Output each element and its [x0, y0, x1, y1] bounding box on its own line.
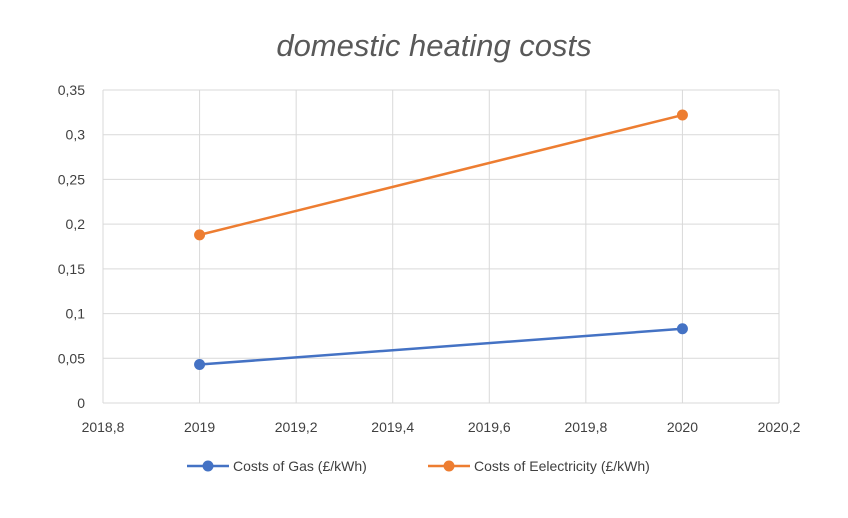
x-tick-label: 2019,8 — [564, 419, 607, 435]
x-tick-label: 2019,2 — [275, 419, 318, 435]
x-tick-label: 2020,2 — [758, 419, 801, 435]
legend-item[interactable]: Costs of Gas (£/kWh) — [187, 458, 367, 474]
chart-title: domestic heating costs — [276, 28, 591, 63]
gridlines — [102, 89, 780, 404]
x-tick-label: 2019,4 — [371, 419, 414, 435]
data-point — [194, 359, 206, 371]
legend-item[interactable]: Costs of Eelectricity (£/kWh) — [428, 458, 650, 474]
series-line — [199, 113, 683, 237]
x-tick-label: 2020 — [667, 419, 698, 435]
series-line — [199, 327, 683, 366]
x-tick-label: 2019 — [184, 419, 215, 435]
y-tick-label: 0,2 — [66, 216, 86, 232]
y-tick-label: 0,15 — [58, 261, 85, 277]
y-tick-label: 0,1 — [66, 306, 86, 322]
legend[interactable]: Costs of Gas (£/kWh) Costs of Eelectricit… — [187, 458, 650, 474]
y-tick-label: 0,3 — [66, 127, 86, 143]
y-tick-label: 0,05 — [58, 350, 85, 366]
y-tick-label: 0 — [77, 395, 85, 411]
data-point — [194, 229, 206, 241]
x-tick-label: 2018,8 — [82, 419, 125, 435]
data-point — [676, 109, 688, 121]
legend-label: Costs of Eelectricity (£/kWh) — [474, 458, 650, 474]
y-axis-ticks: 0 0,05 0,1 0,15 0,2 0,25 0,3 0,35 — [58, 82, 85, 411]
legend-marker — [443, 460, 455, 472]
x-axis-ticks: 2018,8 2019 2019,2 2019,4 2019,6 2019,8 2020 20… — [82, 419, 801, 435]
y-tick-label: 0,25 — [58, 171, 85, 187]
legend-label: Costs of Gas (£/kWh) — [233, 458, 367, 474]
data-point — [676, 323, 688, 335]
plot-series — [194, 109, 688, 371]
legend-marker — [202, 460, 214, 472]
y-tick-label: 0,35 — [58, 82, 85, 98]
x-tick-label: 2019,6 — [468, 419, 511, 435]
